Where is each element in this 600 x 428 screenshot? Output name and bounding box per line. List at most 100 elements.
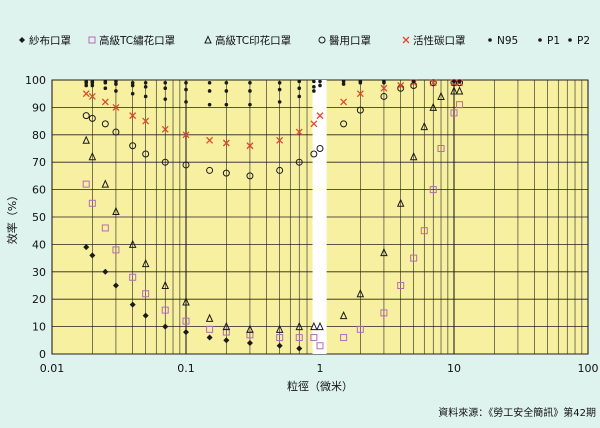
data-point [246, 340, 253, 347]
data-point [296, 345, 303, 352]
data-point [182, 161, 190, 169]
data-point [182, 317, 190, 325]
y-tick-label: 40 [32, 238, 46, 251]
legend-entry: N95 [497, 35, 518, 47]
data-point [224, 102, 229, 107]
data-point [101, 224, 109, 232]
data-point [276, 342, 283, 349]
data-point [437, 145, 445, 152]
data-point [182, 297, 190, 306]
data-point [248, 89, 252, 93]
data-marks [82, 79, 464, 352]
x-tick-label: 0.1 [177, 362, 195, 375]
data-point [356, 325, 364, 333]
data-point [101, 120, 109, 128]
data-point [429, 102, 438, 111]
data-point [143, 80, 148, 85]
data-point [222, 321, 231, 331]
data-point [295, 158, 303, 166]
data-point [142, 150, 150, 158]
data-point [184, 87, 188, 92]
series-diamond [83, 244, 303, 352]
data-point [341, 79, 346, 84]
data-point [142, 117, 150, 125]
data-point [450, 109, 458, 117]
data-point [112, 246, 120, 254]
data-point [114, 82, 118, 86]
data-point [429, 186, 437, 194]
legend-entry: 紗布口罩 [29, 35, 71, 47]
data-point [312, 79, 316, 84]
data-point [318, 83, 322, 88]
data-point [248, 80, 252, 85]
legend-marker [488, 38, 492, 42]
data-point [312, 89, 316, 93]
data-point [83, 244, 90, 251]
data-point [312, 85, 316, 89]
data-point [184, 80, 188, 85]
data-point [380, 84, 388, 92]
data-point [316, 321, 324, 331]
data-point [114, 79, 118, 84]
data-point [161, 158, 169, 166]
data-point [456, 101, 464, 109]
data-point [356, 90, 364, 98]
data-point [163, 80, 168, 85]
data-point [277, 100, 282, 104]
data-point [162, 323, 169, 330]
data-point [161, 306, 169, 314]
data-point [183, 329, 189, 336]
data-point [295, 128, 303, 136]
data-point [142, 312, 149, 319]
data-point [340, 334, 348, 342]
data-point [409, 152, 418, 161]
data-point [222, 328, 230, 336]
data-point [129, 112, 137, 120]
legend-entry: 醫用口罩 [329, 35, 371, 47]
data-point [184, 100, 188, 104]
axis-gap-band [312, 80, 327, 354]
legend-marker [568, 38, 572, 42]
data-point [356, 289, 365, 298]
data-point [246, 172, 254, 180]
y-axis-label: 效率（%） [5, 190, 19, 244]
data-point [128, 239, 137, 248]
data-point [277, 80, 282, 85]
data-point [248, 102, 252, 107]
legend-marker [402, 36, 410, 44]
data-point [205, 313, 214, 322]
y-tick-label: 80 [32, 129, 46, 142]
data-point [103, 79, 108, 84]
data-point [295, 334, 303, 342]
legend-marker [204, 35, 212, 44]
legend: 紗布口罩 高級TC繡花口罩 高級TC印花口罩 醫用口罩 活性碳口罩 N95 P1 P2 [19, 34, 590, 47]
data-point [380, 247, 388, 257]
legend-marker [19, 37, 25, 43]
data-point [276, 334, 284, 342]
data-point [84, 83, 89, 88]
data-point [310, 321, 318, 331]
data-point [129, 142, 137, 150]
data-point [89, 252, 96, 259]
legend-marker [538, 38, 542, 42]
data-point [397, 82, 405, 89]
data-point [410, 254, 418, 262]
data-point [420, 121, 429, 131]
data-point [396, 198, 405, 207]
y-tick-label: 0 [39, 348, 46, 361]
data-point [316, 112, 324, 120]
data-point [295, 321, 304, 331]
series-dot [84, 79, 462, 85]
legend-entry: 高級TC繡花口罩 [99, 34, 175, 47]
data-point [142, 290, 150, 298]
legend-entry: P2 [577, 35, 590, 47]
data-point [437, 91, 445, 100]
data-point [341, 82, 346, 86]
data-point [161, 280, 170, 289]
data-point [161, 125, 169, 133]
data-point [310, 120, 318, 128]
data-point [429, 79, 437, 87]
data-point [141, 258, 150, 268]
